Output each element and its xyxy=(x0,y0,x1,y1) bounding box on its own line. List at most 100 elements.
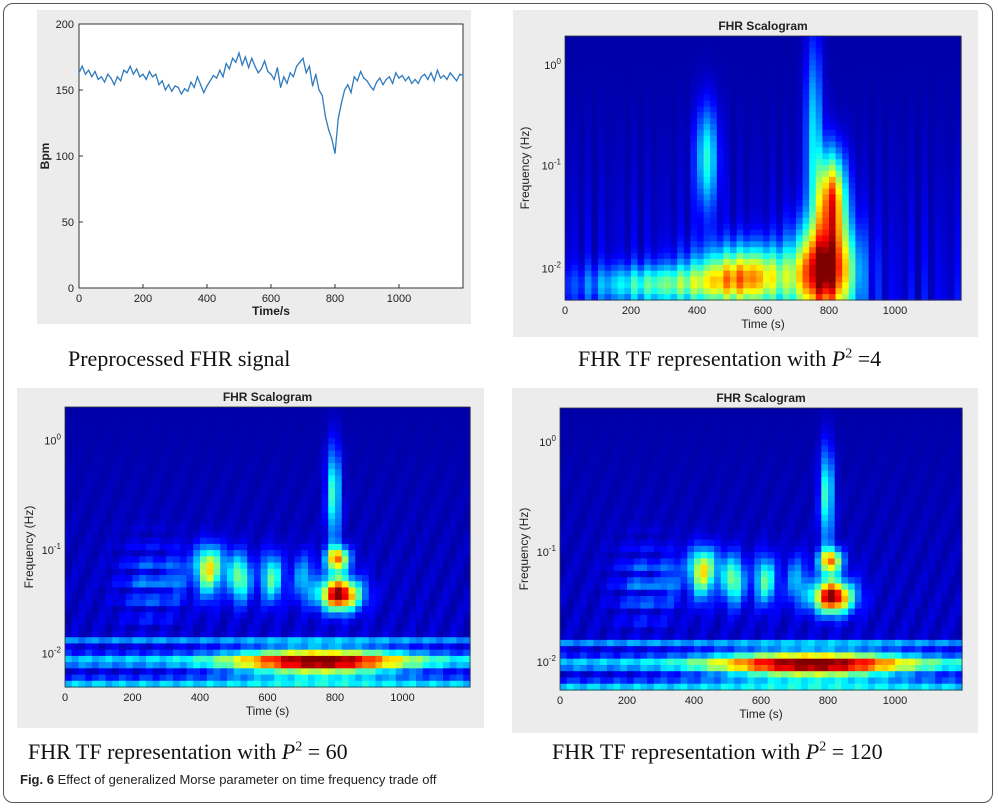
scalogram-cell xyxy=(855,294,863,301)
scalogram-cell xyxy=(179,606,188,613)
scalogram-cell xyxy=(842,223,850,231)
scalogram-cell xyxy=(119,599,127,607)
scalogram-cell xyxy=(375,438,383,445)
scalogram-cell xyxy=(341,425,350,433)
scalogram-cell xyxy=(206,463,215,470)
scalogram-cell xyxy=(855,41,863,49)
scalogram-cell xyxy=(308,475,316,483)
scalogram-cell xyxy=(723,59,731,66)
scalogram-cell xyxy=(650,59,658,66)
scalogram-cell xyxy=(914,223,922,231)
scalogram-cell xyxy=(901,176,909,184)
scalogram-cell xyxy=(855,276,863,283)
scalogram-cell xyxy=(881,194,889,201)
y-tick-label: 10-1 xyxy=(542,157,562,172)
scalogram-cell xyxy=(697,176,705,184)
scalogram-cell xyxy=(85,519,93,526)
scalogram-cell xyxy=(308,469,316,477)
scalogram-cell xyxy=(314,680,323,688)
scalogram-cell xyxy=(829,200,837,207)
scalogram-cell xyxy=(796,247,804,254)
scalogram-cell xyxy=(947,165,955,172)
scalogram-cell xyxy=(355,450,363,458)
scalogram-cell xyxy=(908,100,916,107)
scalogram-cell xyxy=(888,53,896,61)
scalogram-cell xyxy=(240,500,248,508)
scalogram-cell xyxy=(789,241,797,248)
scalogram-cell xyxy=(895,212,903,219)
scalogram-cell xyxy=(947,41,955,49)
scalogram-cell xyxy=(868,200,876,207)
scalogram-cell xyxy=(335,512,343,520)
scalogram-cell xyxy=(71,587,80,595)
scalogram-cell xyxy=(200,612,208,620)
scalogram-cell xyxy=(670,200,678,207)
scalogram-cell xyxy=(901,77,909,84)
scalogram-cell xyxy=(690,88,698,96)
scalogram-cell xyxy=(815,147,823,154)
scalogram-cell xyxy=(809,270,817,278)
scalogram-cell xyxy=(703,200,711,207)
scalogram-cell xyxy=(565,100,573,107)
scalogram-cell xyxy=(756,118,764,125)
scalogram-cell xyxy=(862,71,870,78)
scalogram-cell xyxy=(895,77,903,84)
scalogram-cell xyxy=(802,188,810,195)
scalogram-cell xyxy=(664,112,672,119)
scalogram-cell xyxy=(611,118,619,125)
scalogram-cell xyxy=(677,294,685,301)
scalogram-cell xyxy=(624,112,632,119)
scalogram-cell xyxy=(173,674,181,682)
scalogram-cell xyxy=(119,494,127,501)
scalogram-cell xyxy=(65,568,73,576)
signal-point xyxy=(366,80,368,82)
scalogram-cell xyxy=(362,431,370,439)
signal-point xyxy=(424,73,426,75)
scalogram-cell xyxy=(921,77,929,84)
scalogram-cell xyxy=(368,562,377,570)
scalogram-cell xyxy=(584,41,592,49)
scalogram-cell xyxy=(677,253,685,260)
scalogram-cell xyxy=(368,575,377,582)
scalogram-cell xyxy=(690,258,698,266)
scalogram-cell xyxy=(571,217,579,225)
scalogram-cell xyxy=(815,153,823,160)
scalogram-cell xyxy=(941,223,949,231)
scalogram-cell xyxy=(934,94,942,102)
scalogram-cell xyxy=(328,419,336,427)
scalogram-cell xyxy=(301,419,309,427)
scalogram-cell xyxy=(842,282,850,289)
scalogram-cell xyxy=(822,194,830,201)
scalogram-cell xyxy=(769,270,777,278)
scalogram-cell xyxy=(756,41,764,49)
scalogram-cell xyxy=(928,288,936,295)
scalogram-cell xyxy=(710,176,718,184)
scalogram-cell xyxy=(657,94,665,102)
scalogram-cell xyxy=(855,159,863,166)
scalogram-cell xyxy=(697,36,705,43)
scalogram-cell xyxy=(294,568,302,576)
scalogram-cell xyxy=(928,129,936,137)
scalogram-cell xyxy=(146,606,154,613)
scalogram-cell xyxy=(743,258,751,266)
scalogram-cell xyxy=(565,88,573,96)
scalogram-cell xyxy=(901,270,909,278)
scalogram-cell xyxy=(881,53,889,61)
scalogram-cell xyxy=(240,680,248,688)
scalogram-cell xyxy=(796,147,804,154)
scalogram-cell xyxy=(193,475,201,483)
scalogram-cell xyxy=(881,200,889,207)
scalogram-cell xyxy=(584,59,592,66)
scalogram-cell xyxy=(881,135,889,143)
scalogram-cell xyxy=(901,124,909,131)
scalogram-cell xyxy=(125,419,134,427)
scalogram-cell xyxy=(287,531,296,539)
scalogram-cell xyxy=(842,212,850,219)
scalogram-cell xyxy=(637,223,645,231)
scalogram-cell xyxy=(368,494,377,501)
scalogram-cell xyxy=(875,159,883,166)
scalogram-cell xyxy=(637,135,645,143)
scalogram-cell xyxy=(200,463,208,470)
scalogram-cell xyxy=(314,631,323,638)
scalogram-cell xyxy=(624,217,632,225)
